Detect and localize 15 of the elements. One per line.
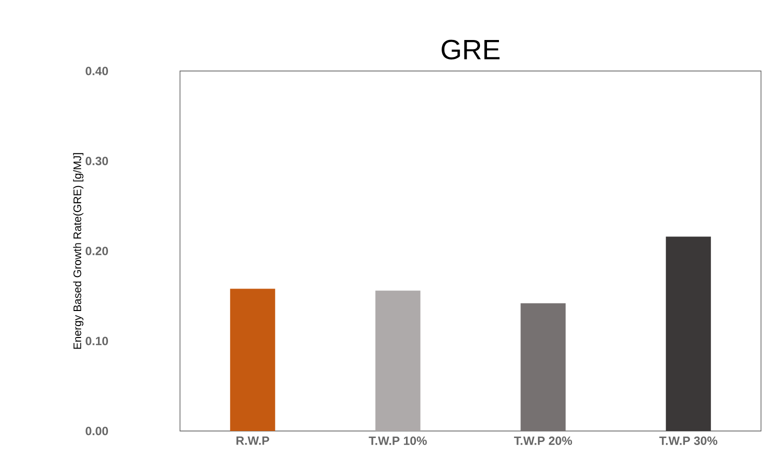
y-tick-label: 0.30 — [86, 156, 108, 166]
bar — [666, 236, 711, 431]
x-tick-label: T.W.P 20% — [514, 436, 572, 445]
y-tick-label: 0.10 — [86, 336, 108, 346]
x-tick-label: T.W.P 10% — [368, 436, 427, 445]
x-tick-label: T.W.P 30% — [659, 436, 718, 446]
bar — [520, 303, 566, 431]
chart-title: GRE — [442, 40, 500, 60]
x-tick-label: R.W.P — [236, 436, 270, 445]
y-tick-label: 0.00 — [86, 426, 108, 436]
y-axis-title: Energy Based Growth Rate(GRE) [g/MJ] — [73, 153, 84, 349]
bar — [230, 288, 276, 431]
y-tick-label: 0.20 — [86, 246, 108, 256]
y-tick-label: 0.40 — [86, 66, 108, 76]
bar — [375, 290, 420, 431]
